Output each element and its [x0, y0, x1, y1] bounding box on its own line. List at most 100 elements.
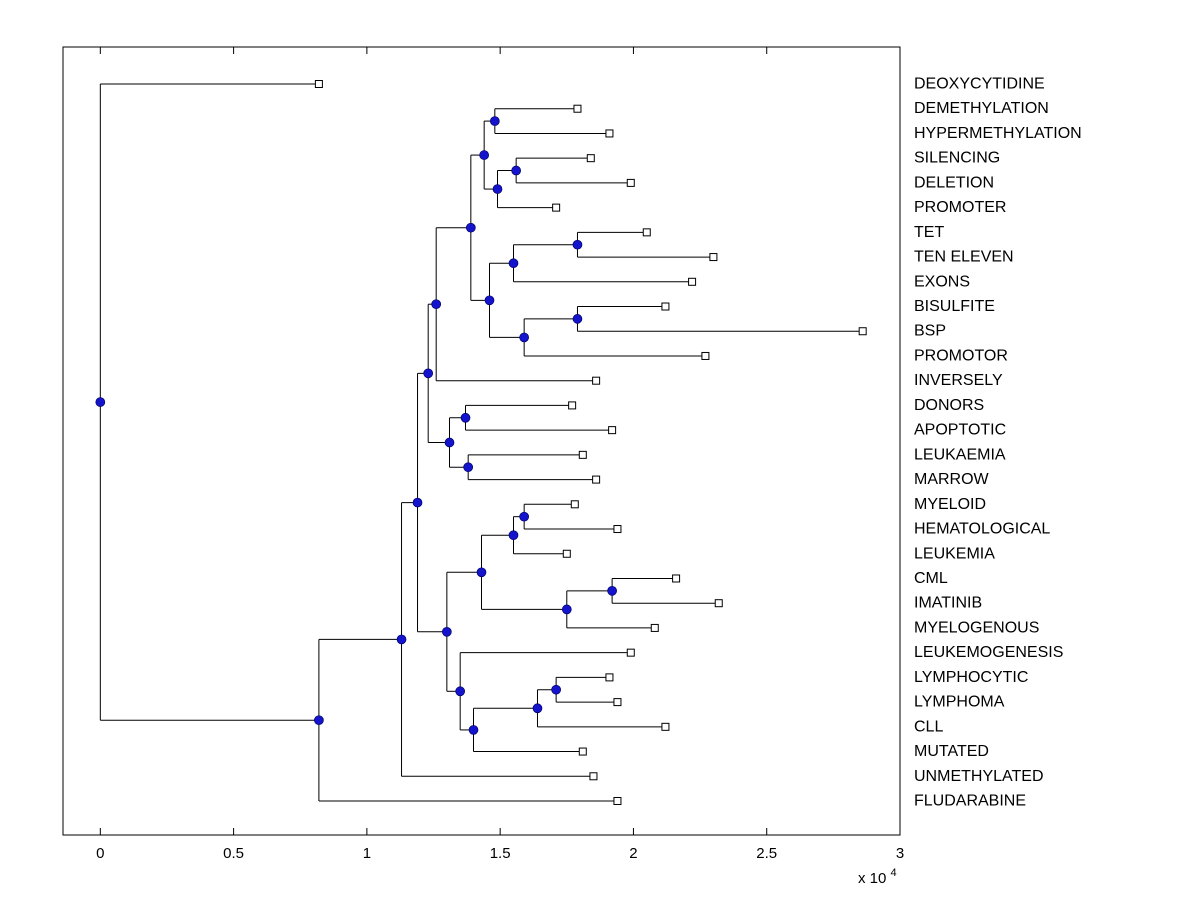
leaf-marker [709, 253, 718, 262]
leaf-label: BISULFITE [914, 298, 995, 315]
leaf-label: MYELOID [914, 496, 986, 513]
internal-node-marker [396, 634, 407, 645]
leaf-label: DEOXYCYTIDINE [914, 76, 1045, 93]
leaf-marker [613, 797, 622, 805]
internal-node-marker [441, 626, 452, 637]
internal-node-marker [463, 462, 474, 473]
internal-node-marker [431, 299, 442, 310]
internal-node-marker [519, 332, 529, 343]
internal-node-marker [508, 530, 519, 541]
leaf-label: HEMATOLOGICAL [914, 521, 1050, 538]
internal-node-marker [519, 511, 529, 522]
internal-node-marker [511, 165, 522, 176]
leaf-label: PROMOTER [914, 199, 1006, 216]
leaf-label: MUTATED [914, 743, 989, 760]
leaf-label: INVERSELY [914, 372, 1003, 389]
leaf-marker [592, 376, 601, 385]
leaf-label: LEUKAEMIA [914, 446, 1006, 463]
leaf-label: EXONS [914, 273, 970, 290]
axes-box [62, 46, 901, 836]
internal-node-marker [95, 397, 106, 407]
leaf-marker [858, 327, 867, 336]
internal-node-marker [551, 684, 561, 695]
leaf-label: PROMOTOR [914, 347, 1008, 364]
internal-node-marker [455, 686, 466, 697]
leaf-label: DONORS [914, 397, 984, 414]
node-markers [95, 80, 867, 805]
leaf-marker [578, 747, 587, 756]
internal-node-marker [572, 239, 583, 250]
leaf-label: BSP [914, 323, 946, 340]
internal-node-marker [572, 314, 583, 324]
leaf-marker [661, 302, 670, 311]
x-tick-label: 1.5 [490, 845, 511, 862]
leaf-label: FLUDARABINE [914, 793, 1026, 810]
x-tick-label: 2.5 [756, 845, 777, 862]
leaf-marker [642, 228, 651, 237]
internal-node-marker [492, 184, 503, 194]
leaf-label: HYPERMETHYLATION [914, 125, 1082, 142]
leaf-marker [570, 500, 579, 509]
leaf-label: TEN ELEVEN [914, 249, 1014, 266]
labels: 0 0.5 1 1.5 2 2.5 3 x 10 4 DEOXYCYTIDINE DEMETHYL… [96, 76, 1082, 888]
internal-node-marker [314, 715, 324, 726]
leaf-label: LEUKEMOGENESIS [914, 644, 1063, 661]
internal-node-marker [465, 222, 476, 233]
leaf-marker [578, 450, 587, 459]
x-tick-label: 2 [629, 845, 637, 862]
leaf-marker [552, 203, 561, 212]
leaf-label: LYMPHOCYTIC [914, 669, 1028, 686]
x-tick-label: 3 [896, 845, 904, 862]
internal-node-marker [489, 116, 500, 126]
x-tick-label: 0.5 [223, 845, 244, 862]
leaf-label: DELETION [914, 174, 994, 191]
leaf-marker [626, 648, 635, 657]
leaf-marker [613, 698, 622, 707]
x-axis-ticks [99, 47, 901, 835]
leaf-label: LEUKEMIA [914, 545, 995, 562]
internal-node-marker [468, 725, 479, 735]
internal-node-marker [444, 437, 455, 448]
leaf-marker [568, 401, 577, 410]
leaf-marker [586, 154, 595, 163]
leaf-label: UNMETHYLATED [914, 768, 1044, 785]
leaf-marker [626, 178, 635, 187]
leaf-marker [672, 574, 681, 583]
leaf-label: MARROW [914, 471, 990, 488]
leaf-marker [688, 277, 697, 286]
leaf-marker [701, 351, 710, 360]
leaf-label: APOPTOTIC [914, 422, 1006, 439]
internal-node-marker [484, 295, 495, 306]
internal-node-marker [476, 567, 487, 578]
internal-node-marker [607, 585, 617, 596]
leaf-marker [562, 549, 571, 558]
leaf-label: CML [914, 570, 948, 587]
x-axis-multiplier: x 10 4 [858, 867, 897, 887]
leaf-marker [589, 772, 598, 781]
internal-node-marker [479, 150, 490, 160]
leaf-marker [592, 475, 601, 484]
leaf-marker [608, 426, 617, 435]
leaf-marker [314, 80, 323, 88]
internal-node-marker [508, 258, 519, 269]
leaf-label: SILENCING [914, 150, 1000, 167]
internal-node-marker [412, 497, 423, 508]
leaf-marker [605, 129, 614, 138]
internal-node-marker [561, 604, 572, 615]
leaf-label: MYELOGENOUS [914, 619, 1039, 636]
leaf-marker [650, 623, 659, 632]
leaf-label: TET [914, 224, 944, 241]
leaf-label: DEMETHYLATION [914, 100, 1049, 117]
x-tick-label: 0 [96, 845, 104, 862]
leaf-label: CLL [914, 718, 943, 735]
internal-node-marker [423, 368, 434, 379]
x-tick-label: 1 [363, 845, 371, 862]
leaf-label: LYMPHOMA [914, 694, 1005, 711]
internal-node-marker [460, 412, 471, 423]
leaf-marker [613, 525, 622, 534]
leaf-marker [573, 104, 582, 113]
leaf-marker [661, 722, 670, 731]
internal-node-marker [532, 703, 543, 714]
